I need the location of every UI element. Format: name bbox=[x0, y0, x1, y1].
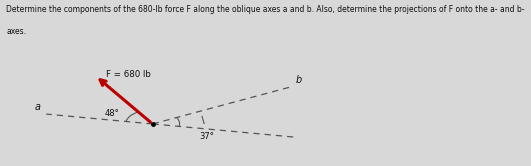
Text: F = 680 lb: F = 680 lb bbox=[106, 70, 151, 79]
Text: b: b bbox=[296, 75, 302, 85]
Text: Determine the components of the 680-lb force F along the oblique axes a and b. A: Determine the components of the 680-lb f… bbox=[6, 5, 525, 14]
Text: 37°: 37° bbox=[200, 132, 215, 141]
Text: 48°: 48° bbox=[105, 109, 119, 118]
Text: a: a bbox=[35, 102, 40, 112]
Text: axes.: axes. bbox=[6, 27, 27, 36]
